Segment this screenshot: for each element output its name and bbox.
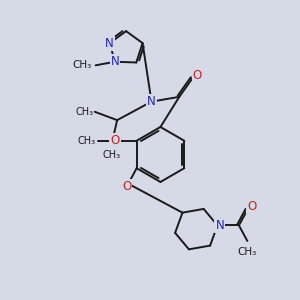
Text: CH₃: CH₃ xyxy=(238,248,257,257)
Text: CH₃: CH₃ xyxy=(73,60,92,70)
Text: N: N xyxy=(105,37,114,50)
Text: CH₃: CH₃ xyxy=(77,136,95,146)
Text: N: N xyxy=(215,219,224,232)
Text: N: N xyxy=(147,95,156,108)
Text: CH₃: CH₃ xyxy=(103,150,121,160)
Text: O: O xyxy=(122,180,131,193)
Text: O: O xyxy=(193,69,202,82)
Text: O: O xyxy=(247,200,256,213)
Text: O: O xyxy=(110,134,120,147)
Text: N: N xyxy=(111,55,119,68)
Text: CH₃: CH₃ xyxy=(75,107,93,117)
